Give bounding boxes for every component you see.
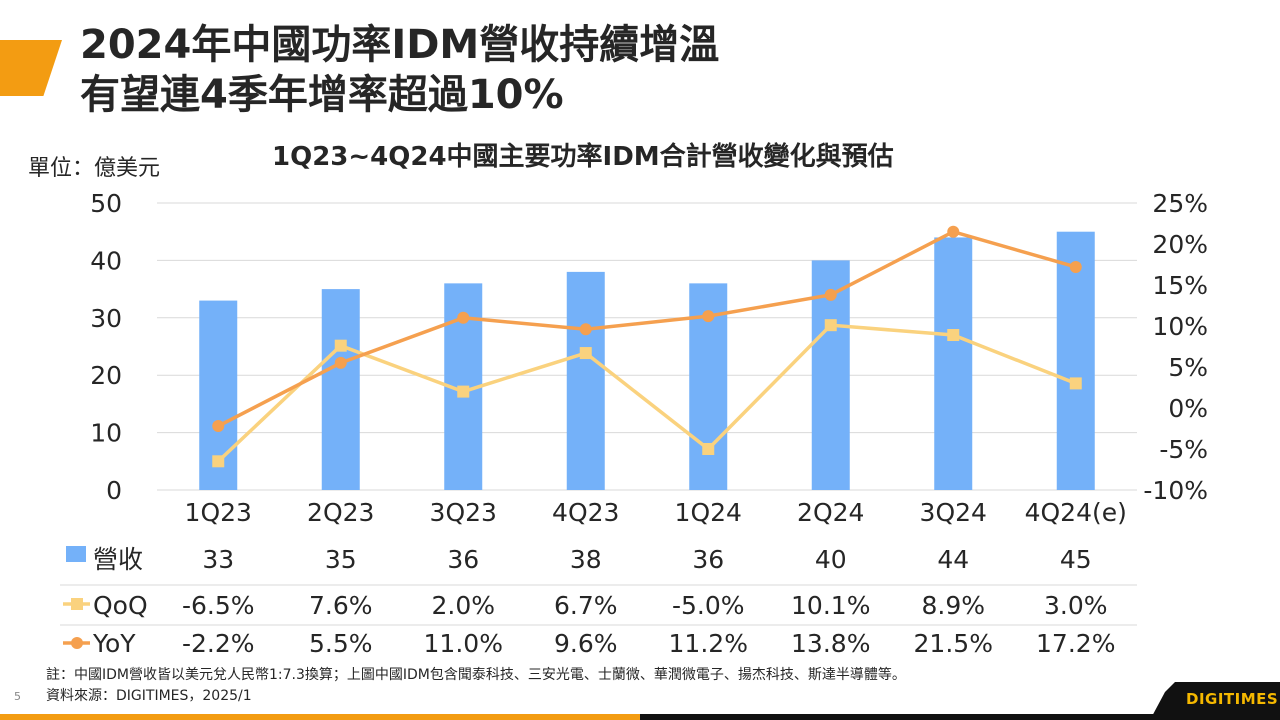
data-table-cell: 35 (325, 545, 357, 574)
yoy-marker (1069, 260, 1082, 273)
legend-key-qoq-marker (71, 598, 83, 610)
yoy-marker (212, 420, 225, 433)
footer-bar-black (640, 714, 1280, 720)
qoq-line (217, 323, 1077, 463)
qoq-marker (1069, 377, 1082, 390)
footnote: 註：中國IDM營收皆以美元兌人民幣1:7.3換算；上圖中國IDM包含聞泰科技、三… (46, 665, 906, 707)
qoq-marker (702, 443, 715, 455)
qoq-marker (579, 347, 592, 360)
data-table-cell: 9.6% (554, 629, 618, 658)
yoy-marker (457, 311, 470, 324)
data-table-cell: 45 (1060, 545, 1092, 574)
yoy-marker (824, 288, 837, 301)
revenue-bar (934, 237, 973, 490)
x-axis-tick-label: 3Q24 (920, 498, 987, 527)
yoy-line (217, 229, 1077, 428)
revenue-bar (321, 289, 360, 490)
y2-axis-tick-label: 20% (1152, 230, 1208, 259)
logo-background (1150, 682, 1280, 720)
y-axis-tick-label: 30 (90, 304, 122, 333)
x-axis-tick-label: 1Q23 (185, 498, 252, 527)
data-table-cell: 8.9% (921, 591, 985, 620)
yoy-marker (702, 310, 715, 323)
x-axis-tick-label: 4Q23 (552, 498, 619, 527)
y-axis-tick-label: 10 (90, 419, 122, 448)
data-table-cell: 11.2% (669, 629, 748, 658)
legend-label: YoY (92, 629, 136, 658)
y-axis-tick-label: 40 (90, 246, 122, 275)
y2-axis-tick-label: 5% (1168, 353, 1208, 382)
qoq-marker (947, 329, 960, 342)
y2-axis-tick-label: -10% (1143, 476, 1208, 505)
data-table-cell: 40 (815, 545, 847, 574)
chart-title: 1Q23~4Q24中國主要功率IDM合計營收變化與預估 (272, 142, 894, 172)
legend-key-yoy-marker (71, 637, 83, 649)
x-axis-tick-label: 4Q24(e) (1025, 498, 1127, 527)
data-table-cell: 36 (447, 545, 479, 574)
data-table-cell: 7.6% (309, 591, 373, 620)
x-axis-tick-label: 2Q24 (797, 498, 864, 527)
qoq-marker (334, 339, 347, 352)
legend-label: QoQ (93, 591, 148, 620)
title-line-1: 2024年中國功率IDM營收持續增溫 (80, 22, 720, 68)
revenue-bar (566, 271, 605, 490)
footer-bar-orange (0, 714, 640, 720)
x-axis-tick-label: 1Q24 (675, 498, 742, 527)
yoy-marker (579, 323, 592, 336)
data-table-cell: 17.2% (1036, 629, 1115, 658)
digitimes-logo: DIGITIMES (1186, 690, 1279, 708)
revenue-bar (1056, 231, 1095, 490)
data-table-cell: 13.8% (791, 629, 870, 658)
yoy-marker (947, 225, 960, 238)
data-table-cell: 3.0% (1044, 591, 1108, 620)
data-table-cell: 44 (937, 545, 969, 574)
slide-title: 2024年中國功率IDM營收持續增溫 有望連4季年增率超過10% (80, 20, 719, 120)
footnote-source: 資料來源：DIGITIMES，2025/1 (46, 688, 252, 704)
data-table-cell: 33 (202, 545, 234, 574)
unit-label: 單位：億美元 (28, 156, 161, 181)
data-table-cell: 38 (570, 545, 602, 574)
data-table-cell: 5.5% (309, 629, 373, 658)
y2-axis-tick-label: 15% (1152, 271, 1208, 300)
legend-label: 營收 (93, 545, 143, 574)
data-table-cell: -2.2% (182, 629, 255, 658)
data-table-cell: 6.7% (554, 591, 618, 620)
x-axis-tick-label: 3Q23 (430, 498, 497, 527)
qoq-marker (212, 455, 225, 468)
y2-axis-tick-label: 0% (1168, 394, 1208, 423)
y2-axis-tick-label: 25% (1152, 189, 1208, 218)
data-table-cell: 10.1% (791, 591, 870, 620)
data-table-cell: 11.0% (424, 629, 503, 658)
y-axis-tick-label: 50 (90, 189, 122, 218)
page-number: 5 (14, 690, 21, 703)
y-axis-tick-label: 0 (106, 476, 122, 505)
legend-key-revenue (66, 546, 86, 562)
data-table-cell: -6.5% (182, 591, 255, 620)
data-table-cell: 2.0% (431, 591, 495, 620)
yoy-marker (334, 356, 347, 369)
title-line-2: 有望連4季年增率超過10% (80, 72, 564, 118)
data-table-cell: 21.5% (914, 629, 993, 658)
qoq-marker (457, 385, 470, 398)
y2-axis-tick-label: -5% (1159, 435, 1208, 464)
y-axis-tick-label: 20 (90, 361, 122, 390)
qoq-marker (824, 319, 837, 332)
y2-axis-tick-label: 10% (1152, 312, 1208, 341)
data-table-cell: 36 (692, 545, 724, 574)
x-axis-tick-label: 2Q23 (307, 498, 374, 527)
footnote-note: 註：中國IDM營收皆以美元兌人民幣1:7.3換算；上圖中國IDM包含聞泰科技、三… (46, 667, 906, 683)
data-table-cell: -5.0% (672, 591, 745, 620)
